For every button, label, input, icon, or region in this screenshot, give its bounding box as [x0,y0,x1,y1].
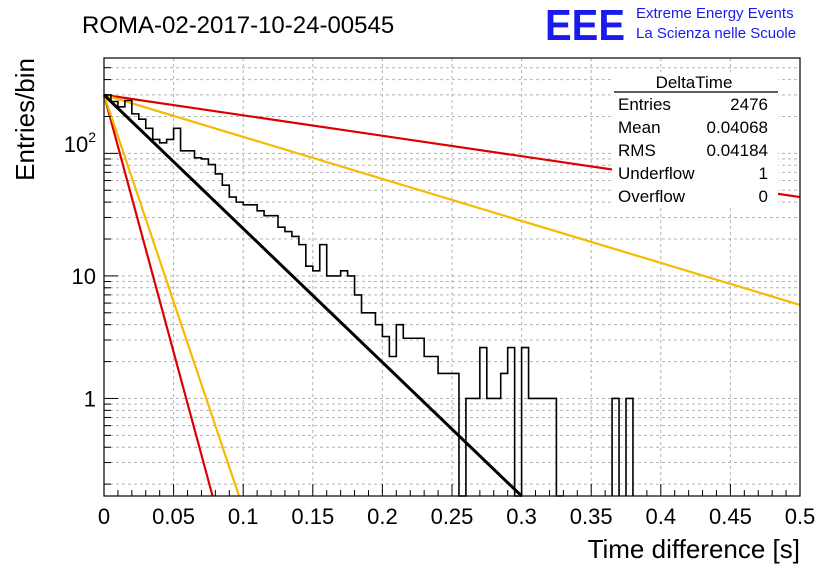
stats-label-overflow: Overflow [618,187,686,206]
x-tick-label: 0.05 [152,504,195,529]
histogram [104,94,634,497]
stats-value-entries: 2476 [730,95,768,114]
stats-value-mean: 0.04068 [707,118,768,137]
stats-label-underflow: Underflow [618,164,695,183]
x-tick-label: 0.15 [291,504,334,529]
exponential-fit-line [102,93,523,498]
logo-line-2: La Scienza nelle Scuole [636,25,796,42]
orange-curve-slow [103,93,801,306]
eee-logo: EEE Extreme Energy Events La Scienza nel… [545,1,796,50]
histogram-outline [104,94,564,497]
stats-label-entries: Entries [618,95,671,114]
logo-mark: EEE [545,1,625,50]
stats-label-rms: RMS [618,141,656,160]
stats-value-underflow: 1 [759,164,768,183]
stats-box: DeltaTime Entries 2476 Mean 0.04068 RMS … [612,72,778,208]
x-tick-label: 0.3 [506,504,537,529]
x-tick-label: 0.2 [367,504,398,529]
grid [104,57,800,496]
fit-line [102,93,523,498]
x-axis-label: Time difference [s] [588,534,800,564]
histogram-isolated-bin [625,397,634,496]
y-tick-label: 10 [72,264,96,289]
stats-value-overflow: 0 [759,187,768,206]
x-tick-label: 0.1 [228,504,259,529]
x-tick-label: 0.4 [646,504,677,529]
x-tick-label: 0.25 [431,504,474,529]
stats-box-title: DeltaTime [656,73,733,92]
y-tick-label: 1 [84,386,96,411]
stats-box-frame [612,72,778,208]
y-tick-label-100: 102 [64,129,96,157]
histogram-isolated-bin [611,397,620,496]
x-tick-label: 0.35 [570,504,613,529]
red-curve-fast [102,94,214,497]
stats-value-rms: 0.04184 [707,141,768,160]
orange-curve-fast [102,94,241,497]
stats-label-mean: Mean [618,118,661,137]
x-tick-label: 0.5 [785,504,816,529]
logo-line-1: Extreme Energy Events [636,5,794,22]
run-title: ROMA-02-2017-10-24-00545 [82,12,394,39]
x-tick-label: 0 [98,504,110,529]
x-tick-label: 0.45 [709,504,752,529]
y-axis-label: Entries/bin [10,58,40,181]
